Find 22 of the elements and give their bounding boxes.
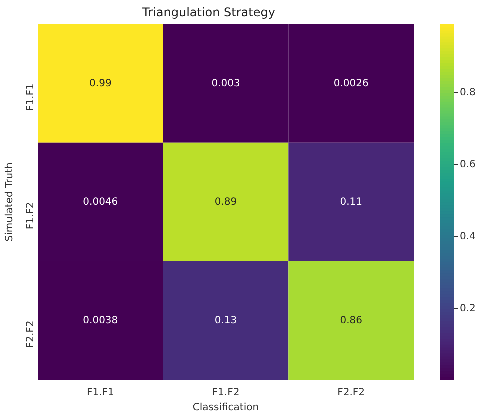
y-axis-title: Simulated Truth [4, 162, 16, 242]
data-label: 0.86 [340, 315, 362, 326]
data-label: 0.0046 [83, 196, 118, 208]
data-label: 0.003 [212, 78, 240, 90]
x-axis-title: Classification [192, 402, 260, 414]
color-bar-label: 0.8 [460, 87, 476, 98]
color-bar-label: 0.6 [460, 159, 476, 170]
data-label: 0.99 [90, 78, 112, 90]
chart-title: Triangulation Strategy [142, 5, 276, 20]
data-label: 0.11 [340, 196, 362, 208]
data-label: 0.0038 [83, 315, 118, 326]
color-bar-label: 0.2 [460, 304, 476, 315]
y-tick-label: F1.F1 [26, 84, 37, 112]
data-label: 0.89 [214, 196, 238, 208]
x-tick-label: F2.F2 [338, 388, 366, 399]
color-bar-label: 0.4 [460, 231, 476, 242]
y-tick-label: F2.F2 [26, 320, 37, 348]
data-label: 0.13 [214, 315, 238, 326]
data-label: 0.0026 [334, 78, 369, 90]
x-tick-label: F1.F2 [212, 388, 240, 399]
x-tick-label: F1.F1 [86, 388, 114, 399]
y-tick-label: F1.F2 [26, 202, 37, 230]
